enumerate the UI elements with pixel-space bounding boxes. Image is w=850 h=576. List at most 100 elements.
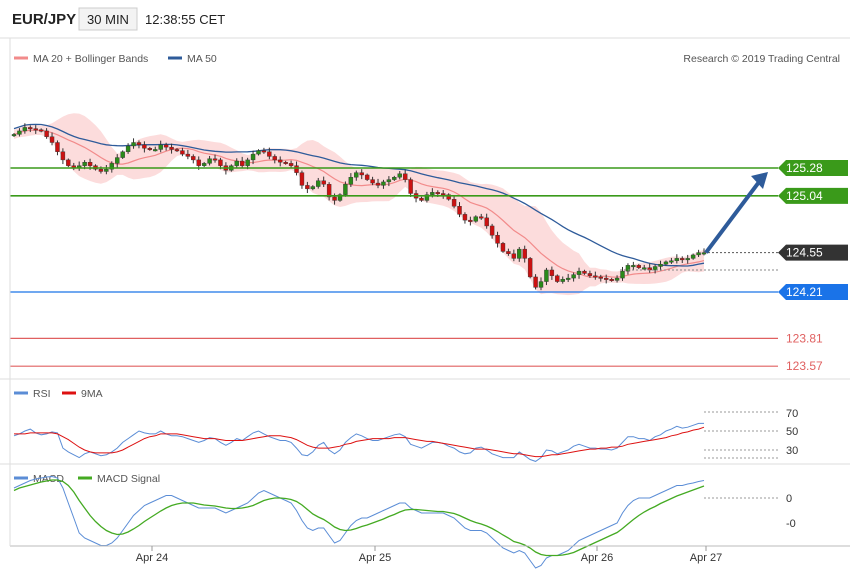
candle-body [642,267,647,270]
level-value: 123.57 [786,359,823,373]
legend-macd-signal-label: MACD Signal [97,473,160,485]
candle-body [332,196,337,201]
candle-body [267,151,272,157]
candle [506,248,511,256]
candle [408,177,413,197]
candle-body [131,142,136,147]
candle-body [163,144,169,148]
candle [511,249,517,262]
rsi-9ma-line [14,426,705,458]
candle [239,156,245,169]
candle [614,275,620,283]
candle [631,261,636,270]
candle-body [527,258,533,278]
candle [115,154,120,168]
level-tag-support: 123.81 [786,331,823,345]
candle-body [115,157,120,164]
candle-body [136,142,142,146]
candle [375,178,381,189]
candle [337,193,343,202]
candle [11,133,17,137]
candle [272,154,277,164]
candle [201,161,207,168]
candle-body [66,159,71,166]
candle [28,125,33,133]
level-tag-box [778,284,848,300]
macd-pane [13,457,780,569]
candle [169,143,174,154]
rsi-tick-70: 70 [786,408,798,420]
timeframe-box[interactable] [78,7,138,31]
candle-body [669,260,674,263]
candle-body [604,277,609,280]
candle-body [250,153,256,161]
candle [191,154,196,164]
symbol-label: EUR/JPY [12,11,76,28]
candle [565,273,571,283]
ma50-line [13,123,705,267]
candle-body [468,219,473,222]
candle [321,176,326,188]
candle-body [690,254,696,259]
candle-body [576,270,582,275]
candle [326,182,332,201]
x-label-apr27: Apr 27 [690,552,722,564]
candle [555,274,560,283]
macd-signal-line [13,479,705,557]
candle-body [180,150,185,155]
candle-body [560,279,565,282]
candle-body [457,206,462,215]
candle [642,264,647,270]
candle [538,277,544,291]
candle-body [522,248,527,259]
candle [163,142,169,151]
candle-body [500,243,506,252]
level-tag-support: 123.57 [786,359,823,373]
candle-body [381,181,386,186]
candle [316,177,321,189]
candle [147,146,153,151]
candle [153,146,158,152]
candle-body [484,217,489,227]
candle [544,267,549,286]
candle [234,158,239,168]
candle-body [364,174,370,180]
candle [402,169,408,183]
ma20-line [13,129,705,278]
candle-body [424,194,430,201]
candle [669,257,674,264]
key-levels: 125.28 125.04 124.55 124.21 123.81 123.57 [10,160,848,373]
candle [609,277,614,282]
candle-body [555,275,560,282]
candle-body [625,265,631,272]
candle-body [565,277,571,280]
candle-body [609,279,614,281]
candle-body [489,225,495,236]
candle-body [506,251,511,254]
candle [381,179,386,189]
candle [17,128,22,137]
candle-body [305,185,310,190]
candle-body [22,127,28,132]
x-label-apr24: Apr 24 [136,552,168,564]
candle-body [593,275,598,278]
candle-body [120,151,125,158]
forecast-arrow-shaft [704,176,764,254]
candle [364,173,370,181]
candle [593,271,598,280]
x-label-apr25: Apr 25 [359,552,391,564]
candle [256,149,261,156]
candle [174,148,180,153]
candle [576,267,582,279]
forecast-arrow-head [751,172,768,189]
candle-body [326,184,332,198]
candle-body [299,172,305,186]
level-tag-current: 124.55 [778,244,848,261]
candle [419,196,424,202]
candle [49,132,55,146]
candle [66,158,71,168]
candle-body [310,186,316,190]
candle-body [201,163,207,166]
level-tag-box [778,160,848,176]
